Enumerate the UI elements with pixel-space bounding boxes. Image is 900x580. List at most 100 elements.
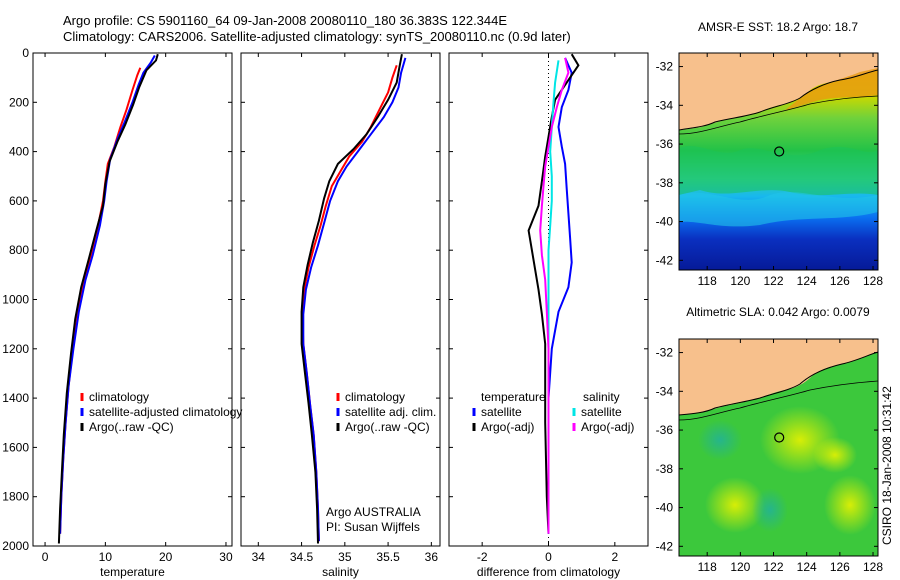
legend-label: satellite-adjusted climatology xyxy=(89,405,242,419)
sst-map-title: AMSR-E SST: 18.2 Argo: 18.7 xyxy=(698,20,858,34)
y-tick-label: 800 xyxy=(9,243,29,257)
x-tick-label: 20 xyxy=(159,550,173,564)
x-tick-label: 36 xyxy=(425,550,439,564)
legend-label: Argo(..raw -QC) xyxy=(345,420,430,434)
y-tick-label: -34 xyxy=(656,98,674,112)
x-tick-label: -2 xyxy=(477,550,488,564)
x-tick-label: 128 xyxy=(863,560,883,574)
legend-label: satellite adj. clim. xyxy=(345,405,436,419)
x-tick-label: 118 xyxy=(698,274,717,288)
salinity-panel: 34 34.5 35 35.5 36 salinity climatologysatelli… xyxy=(240,52,441,579)
x-tick-label: 124 xyxy=(797,274,817,288)
y-tick-label: 0 xyxy=(22,46,29,60)
y-tick-label: 600 xyxy=(9,194,29,208)
y-tick-label: 1000 xyxy=(2,293,29,307)
x-tick-label: 30 xyxy=(219,550,233,564)
sla-shelf-contour xyxy=(679,380,878,421)
y-tick-label: 2000 xyxy=(2,539,29,553)
sst-map-axes: 118 120 122 124 126 128 -42 -40 -38 -36 -34 -32 xyxy=(656,53,883,288)
x-tick-label: 34.5 xyxy=(290,550,314,564)
x-axis-label: temperature xyxy=(100,565,165,579)
y-tick-label: -36 xyxy=(656,137,674,151)
series-line xyxy=(57,53,159,544)
series-line xyxy=(59,67,142,534)
y-tick-label: -42 xyxy=(656,253,674,267)
series-line xyxy=(59,55,156,534)
y-tick-label: -32 xyxy=(656,346,674,360)
annotation-text: PI: Susan Wijffels xyxy=(326,520,420,534)
sst-green-patch xyxy=(679,146,878,196)
x-tick-label: 122 xyxy=(764,274,784,288)
series-line xyxy=(302,57,407,542)
legend-label: Argo(-adj) xyxy=(481,420,534,434)
y-tick-label: 1400 xyxy=(2,391,29,405)
temperature-panel: 0 10 20 30 0 200 400 600 800 1000 1200 1400 1600 1800… xyxy=(2,46,242,579)
sla-land xyxy=(679,339,878,415)
sla-map-axes: 118 120 122 124 126 128 -42 -40 -38 -36 -34 -32 xyxy=(656,339,883,574)
figure-title-line2: Climatology: CARS2006. Satellite-adjuste… xyxy=(63,29,571,44)
legend-label: satellite xyxy=(581,405,622,419)
sla-cool-blob xyxy=(698,420,742,460)
sla-argo-marker xyxy=(774,432,785,443)
legend-label: Argo(-adj) xyxy=(581,420,634,434)
legend-label: satellite xyxy=(481,405,522,419)
x-axis-label: difference from climatology xyxy=(477,565,620,579)
sla-yellow-blob xyxy=(813,437,857,473)
sst-warm-coastal xyxy=(785,68,878,110)
legend-title: temperature xyxy=(481,390,546,404)
y-tick-label: -34 xyxy=(656,384,674,398)
y-tick-label: 1200 xyxy=(2,342,29,356)
x-tick-label: 126 xyxy=(830,560,850,574)
sst-cyan-patch xyxy=(679,192,878,227)
x-tick-label: 128 xyxy=(863,274,883,288)
y-tick-label: 400 xyxy=(9,145,29,159)
x-tick-label: 10 xyxy=(99,550,113,564)
sla-yellow-blob xyxy=(705,477,765,533)
x-tick-label: 120 xyxy=(730,560,750,574)
side-credit: CSIRO 18-Jan-2008 10:31:42 xyxy=(880,386,894,545)
series-line xyxy=(300,54,403,544)
x-tick-label: 122 xyxy=(764,560,784,574)
sla-map-title: Altimetric SLA: 0.042 Argo: 0.0079 xyxy=(686,305,870,319)
y-tick-label: -40 xyxy=(656,501,674,515)
x-tick-label: 126 xyxy=(830,274,850,288)
y-tick-label: -38 xyxy=(656,176,674,190)
x-tick-label: 118 xyxy=(698,560,717,574)
x-axis-label: salinity xyxy=(322,565,359,579)
x-tick-label: 124 xyxy=(797,560,817,574)
y-tick-label: 200 xyxy=(9,95,29,109)
legend-title: salinity xyxy=(583,390,620,404)
x-tick-label: 0 xyxy=(42,550,49,564)
y-tick-label: -40 xyxy=(656,215,674,229)
sla-map: Altimetric SLA: 0.042 Argo: 0.0079 118 12… xyxy=(656,305,884,574)
plot-frame xyxy=(240,52,441,547)
y-tick-label: 1600 xyxy=(2,440,29,454)
y-tick-label: -42 xyxy=(656,539,674,553)
x-tick-label: 34 xyxy=(252,550,266,564)
sst-shelf-contour xyxy=(679,95,878,135)
sla-cool-blob xyxy=(752,488,788,532)
legend-label: climatology xyxy=(89,390,149,404)
sst-map: AMSR-E SST: 18.2 Argo: 18.7 118 120 122 124… xyxy=(656,20,884,288)
sla-yellow-blob xyxy=(824,475,876,535)
series-line xyxy=(547,57,573,534)
x-tick-label: 2 xyxy=(611,550,618,564)
x-tick-label: 120 xyxy=(730,274,750,288)
legend-label: Argo(..raw -QC) xyxy=(89,420,174,434)
sst-coast-line xyxy=(679,69,878,131)
y-tick-label: -38 xyxy=(656,462,674,476)
sla-coast-line xyxy=(679,351,878,416)
figure-title-line1: Argo profile: CS 5901160_64 09-Jan-2008 … xyxy=(63,13,508,28)
legend-label: climatology xyxy=(345,390,405,404)
x-tick-label: 35 xyxy=(338,550,352,564)
y-tick-label: 1800 xyxy=(2,490,29,504)
series-line xyxy=(527,53,580,534)
x-tick-label: 0 xyxy=(545,550,552,564)
annotation-text: Argo AUSTRALIA xyxy=(326,505,421,519)
sst-land xyxy=(679,53,878,130)
x-tick-label: 35.5 xyxy=(376,550,400,564)
series-line xyxy=(539,57,570,534)
y-tick-label: -32 xyxy=(656,60,674,74)
